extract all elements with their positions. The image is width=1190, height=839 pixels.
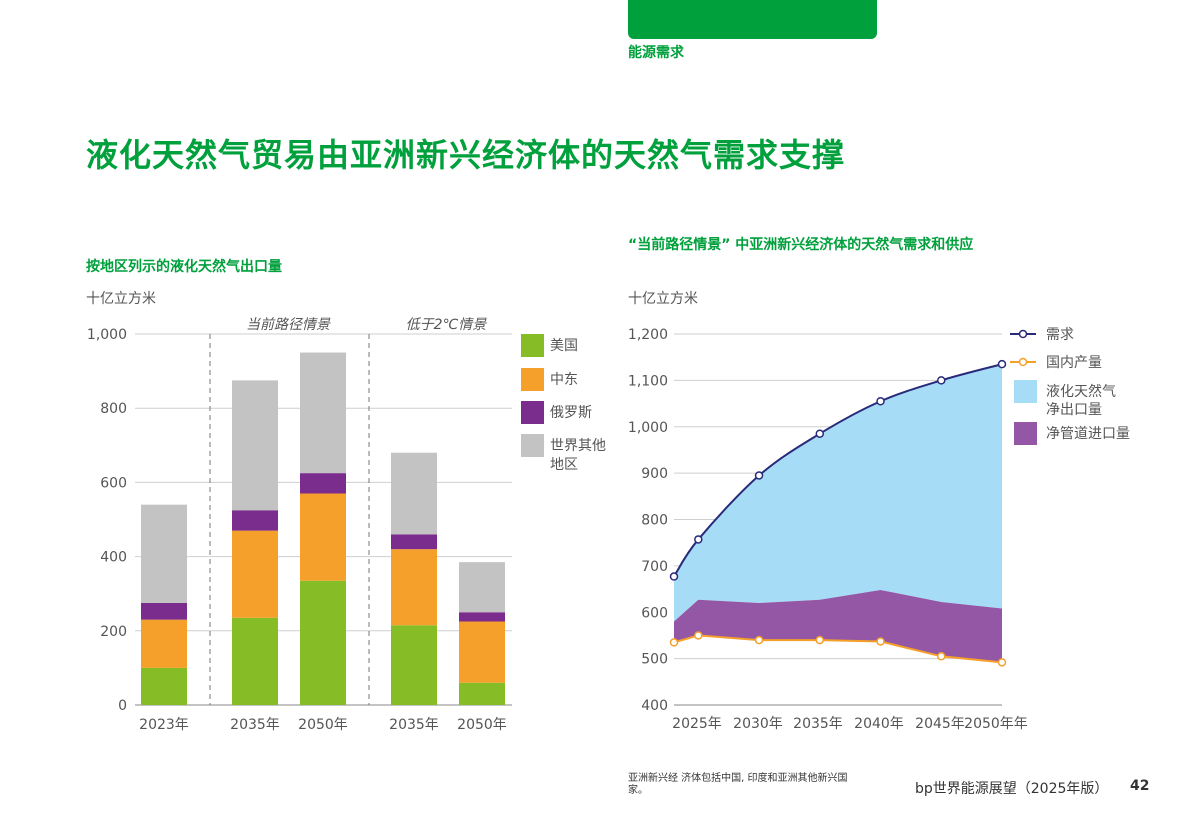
demand-point	[876, 396, 885, 406]
bar-segment	[300, 580, 346, 705]
bar-segment	[391, 534, 437, 550]
section-label: 能源需求	[628, 45, 684, 61]
legend-label: 需求	[1046, 327, 1074, 343]
y-tick-label: 900	[641, 466, 668, 482]
y-tick-label: 1,200	[628, 327, 668, 343]
page-title: 液化天然气贸易由亚洲新兴经济体的天然气需求支撑	[86, 136, 846, 174]
legend-label: 美国	[550, 338, 578, 354]
bar-segment	[141, 619, 187, 668]
y-tick-label: 800	[100, 401, 127, 417]
production-point	[694, 631, 703, 640]
y-tick-label: 1,100	[628, 373, 668, 389]
x-tick-label: 2050年年	[964, 716, 1028, 732]
production-point	[937, 652, 946, 661]
bar-segment	[300, 352, 346, 474]
legend-swatch	[1014, 380, 1037, 403]
x-tick-label: 2040年	[854, 716, 904, 732]
page-number: 42	[1130, 778, 1150, 794]
x-tick-label: 2035年	[793, 716, 843, 732]
y-tick-label: 1,000	[628, 420, 668, 436]
demand-point	[815, 429, 825, 438]
legend-label: 世界其他地区	[550, 438, 606, 473]
bar-segment	[141, 667, 187, 705]
y-tick-label: 700	[641, 559, 668, 575]
legend-swatch	[521, 401, 544, 424]
bar-segment	[391, 452, 437, 535]
header-accent-bar	[628, 0, 877, 39]
bar-segment	[232, 530, 278, 618]
legend-marker	[1018, 357, 1028, 367]
bar-segment	[141, 504, 187, 603]
demand-point	[669, 572, 679, 581]
y-tick-label: 800	[641, 513, 668, 529]
bar-segment	[300, 473, 346, 494]
production-point	[876, 637, 885, 646]
legend-label: 液化天然气净出口量	[1046, 383, 1116, 418]
x-tick-label: 2025年	[672, 716, 722, 732]
legend-label: 国内产量	[1046, 355, 1102, 371]
y-tick-label: 1,000	[87, 327, 127, 343]
y-tick-label: 400	[641, 698, 668, 714]
scenario-label: 当前路径情景	[246, 317, 331, 333]
production-point	[754, 635, 764, 645]
right-chart-title: “当前路径情景” 中亚洲新兴经济体的天然气需求和供应	[628, 237, 974, 253]
legend-label: 中东	[550, 372, 578, 388]
legend-marker	[1018, 329, 1028, 339]
legend-swatch	[521, 368, 544, 391]
left-chart-unit: 十亿立方米	[86, 291, 156, 307]
y-tick-label: 0	[118, 698, 127, 714]
bar-segment	[459, 682, 505, 705]
bar-segment	[391, 549, 437, 626]
y-tick-label: 200	[100, 624, 127, 640]
left-chart-title: 按地区列示的液化天然气出口量	[86, 259, 282, 275]
bar-segment	[459, 562, 505, 613]
scenario-label: 低于2℃情景	[406, 317, 488, 333]
x-tick-label: 2050年	[457, 717, 507, 733]
x-tick-label: 2035年	[389, 717, 439, 733]
legend-label: 净管道进口量	[1046, 426, 1130, 442]
bar-segment	[459, 612, 505, 622]
bar-segment	[391, 625, 437, 705]
publication-title: bp世界能源展望（2025年版）	[915, 781, 1109, 797]
right-chart-unit: 十亿立方米	[628, 291, 698, 307]
legend-swatch	[521, 334, 544, 357]
x-tick-label: 2030年	[733, 716, 783, 732]
y-tick-label: 400	[100, 550, 127, 566]
x-tick-label: 2045年	[915, 716, 965, 732]
legend-label: 俄罗斯	[550, 405, 592, 421]
demand-point	[937, 376, 946, 385]
bar-segment	[232, 617, 278, 705]
y-tick-label: 500	[641, 652, 668, 668]
bar-segment	[459, 621, 505, 683]
demand-point	[754, 471, 764, 480]
x-tick-label: 2050年	[298, 717, 348, 733]
pipeline-area	[674, 589, 1002, 663]
bar-segment	[232, 380, 278, 511]
y-tick-label: 600	[100, 475, 127, 491]
bar-segment	[300, 493, 346, 581]
x-tick-label: 2023年	[139, 717, 189, 733]
demand-point	[694, 535, 703, 544]
production-point	[997, 658, 1007, 667]
x-tick-label: 2035年	[230, 717, 280, 733]
legend-swatch	[521, 434, 544, 457]
bar-segment	[141, 602, 187, 620]
y-tick-label: 600	[641, 605, 668, 621]
legend-swatch	[1014, 422, 1037, 445]
bar-segment	[232, 510, 278, 531]
footnote: 亚洲新兴经 济体包括中国, 印度和亚洲其他新兴国家。	[628, 773, 848, 796]
production-point	[669, 638, 679, 647]
production-point	[815, 635, 825, 645]
lng-area	[674, 364, 1002, 622]
demand-point	[997, 359, 1007, 369]
